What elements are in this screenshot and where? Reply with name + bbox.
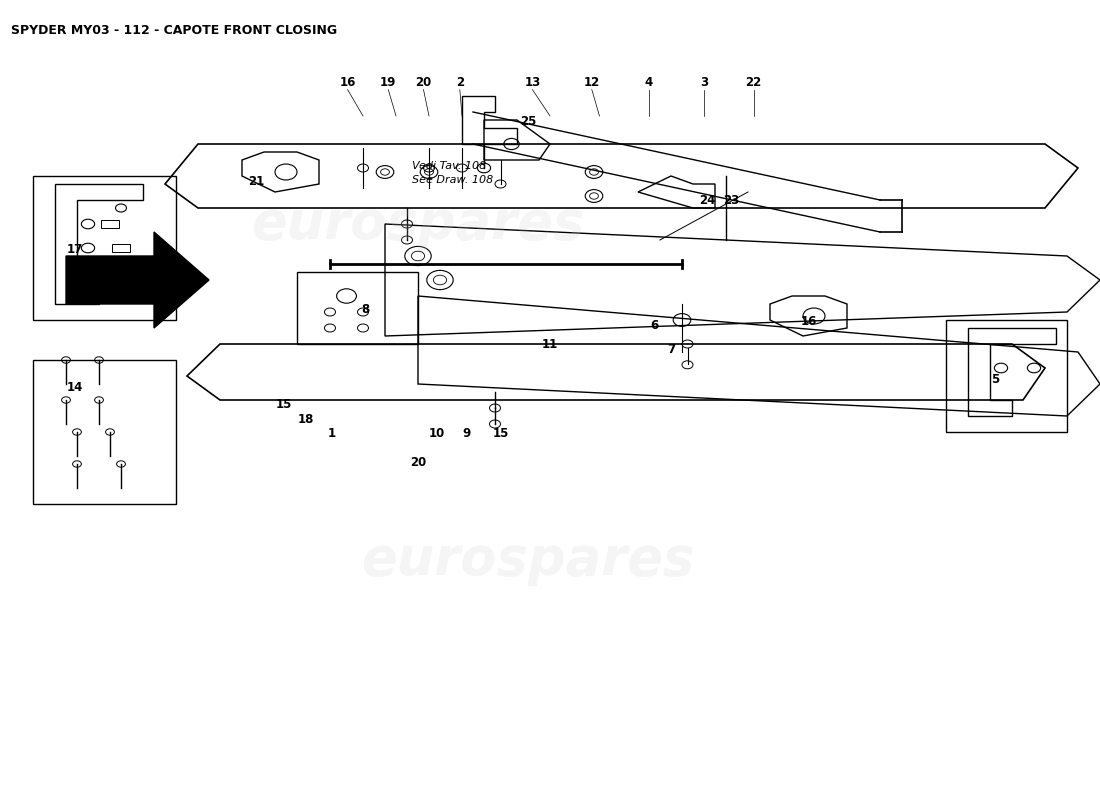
Text: 20: 20 [416, 76, 431, 89]
Text: 8: 8 [361, 303, 370, 316]
Text: 13: 13 [525, 76, 540, 89]
Text: 16: 16 [340, 76, 355, 89]
Text: 24: 24 [700, 194, 715, 206]
Text: 4: 4 [645, 76, 653, 89]
Text: 3: 3 [700, 76, 708, 89]
Text: 14: 14 [67, 381, 82, 394]
Text: 21: 21 [249, 175, 264, 188]
Text: 5: 5 [991, 373, 1000, 386]
Text: 19: 19 [381, 76, 396, 89]
Text: 22: 22 [746, 76, 761, 89]
Bar [101, 268, 119, 276]
Bar [112, 244, 130, 252]
Text: 15: 15 [276, 398, 292, 410]
Bar [101, 220, 119, 228]
Text: eurospares: eurospares [361, 534, 695, 586]
Text: SPYDER MY03 - 112 - CAPOTE FRONT CLOSING: SPYDER MY03 - 112 - CAPOTE FRONT CLOSING [11, 24, 337, 37]
Text: 11: 11 [542, 338, 558, 350]
Text: 15: 15 [493, 427, 508, 440]
Text: 23: 23 [724, 194, 739, 206]
Text: 17: 17 [67, 243, 82, 256]
Text: See Draw. 108: See Draw. 108 [412, 175, 494, 185]
Text: 9: 9 [462, 427, 471, 440]
Text: 2: 2 [455, 76, 464, 89]
Text: 6: 6 [650, 319, 659, 332]
Text: 16: 16 [801, 315, 816, 328]
Text: 12: 12 [584, 76, 600, 89]
Polygon shape [66, 232, 209, 328]
Text: 18: 18 [298, 413, 314, 426]
Text: Vedi Tav. 108: Vedi Tav. 108 [412, 161, 486, 170]
Text: 25: 25 [520, 115, 536, 128]
Text: 1: 1 [328, 427, 337, 440]
Text: 10: 10 [429, 427, 444, 440]
Text: 7: 7 [667, 343, 675, 356]
Text: eurospares: eurospares [251, 198, 585, 250]
Text: 20: 20 [410, 456, 426, 469]
